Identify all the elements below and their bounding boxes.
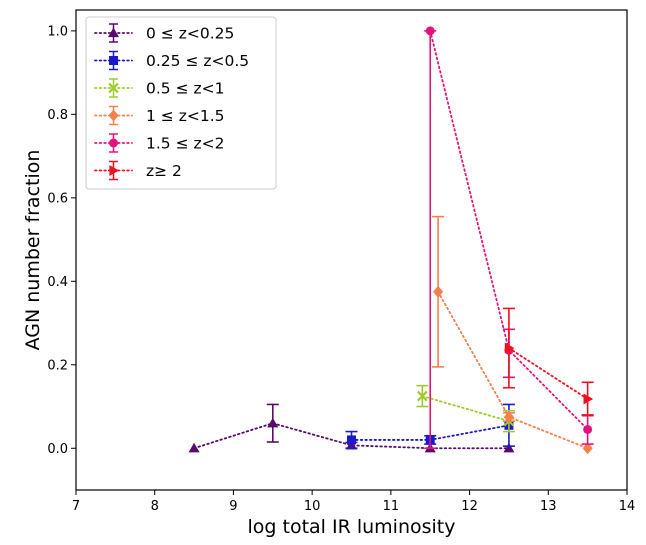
y-tick-label: 0.0 <box>47 442 68 457</box>
series-0.5-z-1 <box>416 384 515 433</box>
y-tick-label: 0.8 <box>47 108 68 123</box>
legend-marker <box>108 109 119 122</box>
legend-label: 0 ≤ z<0.25 <box>146 25 234 43</box>
legend-entry: z≥ 2 <box>94 160 182 181</box>
y-tick-label: 1.0 <box>47 24 68 39</box>
data-point <box>425 26 435 36</box>
legend-label: 1.5 ≤ z<2 <box>146 135 224 153</box>
legend-entry: 1.5 ≤ z<2 <box>94 133 224 153</box>
legend-entry: 0.5 ≤ z<1 <box>94 78 224 98</box>
plot-frame <box>75 9 628 491</box>
series-line <box>508 347 589 400</box>
data-point <box>503 410 514 423</box>
data-marks <box>188 26 594 455</box>
x-tick-label: 7 <box>72 499 80 514</box>
legend-label: 0.25 ≤ z<0.5 <box>146 52 249 70</box>
series-z-2 <box>502 307 594 417</box>
legend-entry: 0.25 ≤ z<0.5 <box>94 50 249 71</box>
series-line <box>193 422 510 450</box>
x-axis-label: log total IR luminosity <box>248 516 456 538</box>
y-tick-label: 0.4 <box>47 275 68 290</box>
data-point <box>188 442 200 453</box>
legend-marker <box>109 56 118 65</box>
series-line <box>421 395 510 423</box>
data-point <box>583 424 593 434</box>
legend-marker <box>109 165 119 176</box>
x-tick-label: 8 <box>151 499 159 514</box>
x-tick-label: 10 <box>304 499 321 514</box>
data-point <box>417 390 428 402</box>
legend-marker <box>108 27 119 38</box>
x-tick-label: 12 <box>461 499 478 514</box>
data-point <box>504 342 515 354</box>
legend: 0 ≤ z<0.25 0.25 ≤ z<0.5 0.5 ≤ z<1 1 ≤ z<1.5… <box>85 16 277 190</box>
data-point <box>583 393 594 405</box>
x-tick-label: 13 <box>540 499 557 514</box>
data-point <box>347 435 356 445</box>
data-point <box>267 417 279 428</box>
legend-box <box>85 16 277 190</box>
x-tick-label: 14 <box>619 499 636 514</box>
legend-marker <box>109 138 118 148</box>
y-tick-label: 0.6 <box>47 191 68 206</box>
y-tick-label: 0.2 <box>47 358 68 373</box>
legend-label: 0.5 ≤ z<1 <box>146 80 224 98</box>
legend-entry: 1 ≤ z<1.5 <box>94 105 224 126</box>
data-point <box>503 442 515 453</box>
data-point <box>433 285 444 298</box>
legend-label: z≥ 2 <box>146 162 182 180</box>
axis-ticks: 7 8 9 10 11 12 13 14 0.0 0.2 0.4 0.6 0.8 1.0 <box>47 24 635 514</box>
legend-entry: 0 ≤ z<0.25 <box>94 23 234 43</box>
legend-marker <box>108 82 119 94</box>
x-tick-label: 9 <box>229 499 237 514</box>
x-tick-label: 11 <box>383 499 400 514</box>
legend-label: 1 ≤ z<1.5 <box>146 107 224 125</box>
data-point <box>582 442 593 455</box>
y-axis-label: AGN number fraction <box>22 150 44 351</box>
series-1-z-1.5 <box>432 215 593 455</box>
